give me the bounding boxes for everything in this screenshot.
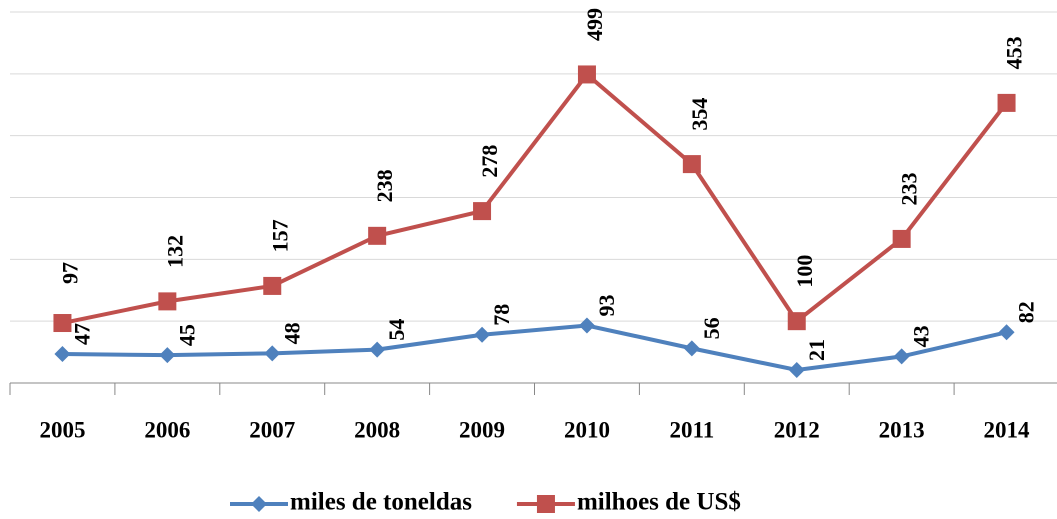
data-label: 47 (69, 323, 94, 345)
x-tick-label: 2012 (774, 417, 820, 442)
point (474, 326, 491, 343)
x-tick-label: 2009 (459, 417, 505, 442)
point (893, 348, 910, 365)
data-label: 48 (279, 322, 304, 344)
data-label: 157 (267, 219, 292, 252)
data-label: 100 (792, 255, 817, 288)
data-label: 93 (594, 294, 619, 316)
data-label: 43 (909, 325, 934, 347)
point (998, 324, 1015, 341)
data-label: 354 (687, 98, 712, 131)
legend-label: miles de toneldas (290, 489, 472, 516)
point (264, 345, 281, 362)
x-tick-label: 2005 (39, 417, 85, 442)
data-label: 56 (699, 317, 724, 339)
point (158, 292, 177, 311)
data-label: 97 (57, 262, 82, 284)
x-tick-label: 2010 (564, 417, 610, 442)
data-label: 132 (162, 235, 187, 268)
data-label: 233 (897, 172, 922, 205)
x-tick-label: 2006 (144, 417, 190, 442)
point (578, 317, 595, 334)
point (787, 312, 806, 331)
x-tick-label: 2013 (879, 417, 925, 442)
point (54, 345, 71, 362)
point (577, 65, 596, 84)
data-label: 21 (804, 339, 829, 361)
point (473, 202, 492, 221)
series-line (62, 71, 1009, 325)
legend-label: milhoes de US$ (577, 489, 741, 516)
point (369, 341, 386, 358)
series-line (62, 323, 1007, 373)
data-label: 45 (174, 324, 199, 346)
data-label: 278 (477, 145, 502, 178)
data-label: 499 (582, 8, 607, 41)
point (263, 276, 282, 295)
point (159, 347, 176, 364)
x-tick-label: 2014 (984, 417, 1031, 442)
point (683, 340, 700, 357)
data-label: 82 (1014, 301, 1039, 323)
x-tick-label: 2007 (249, 417, 295, 442)
data-label: 78 (489, 304, 514, 326)
point (997, 93, 1016, 112)
data-label: 453 (1002, 36, 1027, 69)
legend-marker (251, 496, 267, 512)
data-label: 238 (372, 169, 397, 202)
legend-marker (536, 495, 555, 513)
data-label: 54 (384, 319, 409, 341)
point (368, 226, 387, 245)
x-tick-label: 2008 (354, 417, 400, 442)
point (788, 362, 805, 379)
point (682, 155, 701, 174)
point (53, 314, 72, 333)
point (892, 229, 911, 248)
x-tick-label: 2011 (669, 417, 714, 442)
